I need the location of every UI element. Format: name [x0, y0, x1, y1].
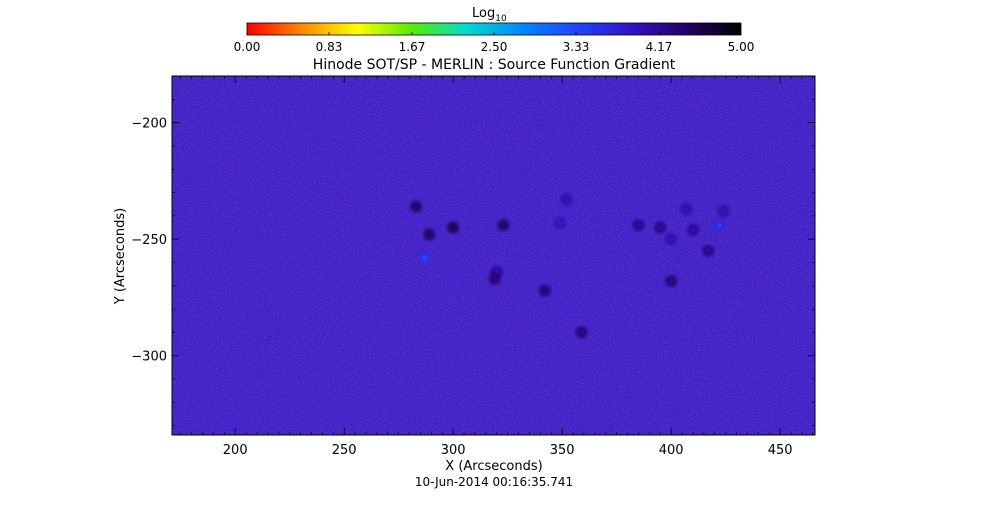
colorbar-label: Log10	[472, 6, 507, 24]
plot-area: 200 250 300 350 400 450 −200 −250 −300	[131, 75, 816, 458]
plot-frame	[171, 75, 816, 436]
heatmap-texture	[172, 76, 815, 435]
x-axis-label: X (Arcseconds)	[445, 459, 542, 474]
y-tick-label: −300	[131, 350, 167, 365]
heatmap-feature	[686, 223, 699, 236]
feature-core	[413, 204, 419, 210]
heatmap-feature	[410, 200, 423, 213]
chart-title: Hinode SOT/SP - MERLIN : Source Function…	[313, 57, 676, 73]
heatmap-feature	[560, 193, 573, 206]
y-tick-label: −200	[131, 117, 167, 132]
feature-core	[579, 329, 585, 335]
feature-core	[668, 236, 674, 242]
feature-core	[492, 276, 498, 282]
heatmap-feature	[497, 219, 510, 232]
colorbar-tick-label: 2.50	[481, 40, 508, 54]
heatmap-feature	[665, 275, 678, 288]
x-tick-label: 250	[332, 443, 357, 458]
feature-core	[705, 248, 711, 254]
colorbar-tick-label: 0.00	[234, 40, 261, 54]
axis-ticks: 200 250 300 350 400 450 −200 −250 −300	[131, 75, 815, 458]
colorbar-ticks: 0.00 0.83 1.67 2.50 3.33 4.17 5.00	[234, 32, 755, 54]
feature-core	[542, 287, 548, 293]
colorbar-tick-label: 5.00	[728, 40, 755, 54]
heatmap-feature	[702, 244, 715, 257]
feature-core	[564, 197, 570, 203]
feature-core	[557, 220, 563, 226]
feature-core	[720, 208, 726, 214]
colorbar-tick-label: 3.33	[563, 40, 590, 54]
y-axis-label: Y (Arcseconds)	[113, 208, 128, 305]
colorbar-label-main: Log	[472, 6, 495, 21]
x-tick-label: 200	[223, 443, 248, 458]
feature-core	[426, 232, 432, 238]
colorbar-label-sub: 10	[495, 14, 507, 24]
heatmap-feature	[538, 284, 551, 297]
heatmap-feature	[423, 228, 436, 241]
feature-core	[690, 227, 696, 233]
heatmap-feature	[717, 205, 730, 218]
x-tick-label: 300	[441, 443, 466, 458]
y-tick-label: −250	[131, 233, 167, 248]
heatmap-feature	[632, 219, 645, 232]
heatmap-feature	[418, 251, 431, 264]
heatmap-feature	[680, 202, 693, 215]
heatmap-feature	[575, 326, 588, 339]
feature-core	[450, 225, 456, 231]
heatmap-feature	[654, 221, 667, 234]
colorbar: Log10 0.00 0.83 1.67 2.50 3.33 4.17 5.00	[234, 6, 755, 54]
feature-core	[716, 222, 722, 228]
heatmap-features	[410, 193, 730, 339]
feature-core	[668, 278, 674, 284]
heatmap-feature	[488, 272, 501, 285]
x-tick-label: 450	[768, 443, 793, 458]
heatmap-feature	[553, 216, 566, 229]
timestamp: 10-Jun-2014 00:16:35.741	[415, 475, 573, 489]
colorbar-tick-label: 4.17	[646, 40, 673, 54]
feature-core	[657, 225, 663, 231]
heatmap-feature	[713, 219, 726, 232]
heatmap-feature	[447, 221, 460, 234]
colorbar-tick-label: 1.67	[399, 40, 426, 54]
x-tick-label: 350	[550, 443, 575, 458]
feature-core	[635, 222, 641, 228]
heatmap-feature	[665, 233, 678, 246]
feature-core	[683, 206, 689, 212]
x-tick-label: 400	[659, 443, 684, 458]
colorbar-tick-label: 0.83	[316, 40, 343, 54]
feature-core	[422, 255, 428, 261]
feature-core	[500, 222, 506, 228]
